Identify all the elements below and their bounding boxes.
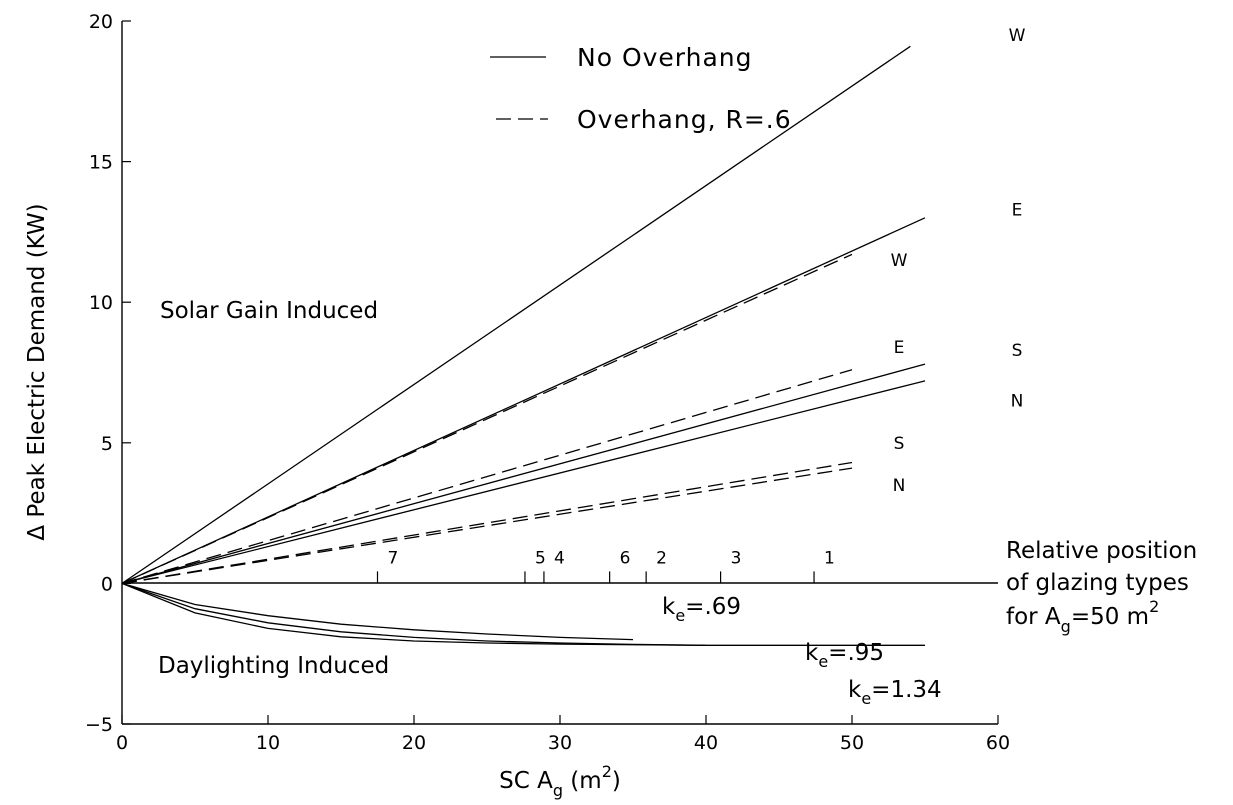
- x-axis-title-sup: 2: [602, 762, 612, 781]
- x-axis-title-main: SC A: [499, 768, 553, 794]
- x-axis-title-close: ): [612, 768, 621, 794]
- ke-label-095: ke=.95: [805, 640, 884, 671]
- x-tick-label: 10: [256, 732, 280, 754]
- series-line-5-dashed: [121, 253, 853, 584]
- ke-134-k: k: [848, 677, 862, 703]
- y-tick-label: −5: [85, 714, 113, 736]
- direction-label-dashed: N: [893, 476, 906, 496]
- x-tick-label: 60: [986, 732, 1010, 754]
- ke-134-value: =1.34: [871, 677, 941, 703]
- series-line-3-solid: [121, 363, 926, 585]
- x-axis-title: SC Ag (m2): [499, 762, 621, 800]
- y-tick-label: 15: [89, 152, 113, 174]
- x-tick-label: 0: [116, 732, 128, 754]
- series-line-8-dashed: [121, 467, 853, 585]
- direction-label-solid: N: [1011, 392, 1024, 412]
- ke-095-value: =.95: [828, 640, 884, 666]
- ke-069-sub: e: [675, 606, 685, 625]
- y-tick-label: 10: [89, 292, 113, 314]
- relative-sup: 2: [1149, 597, 1159, 616]
- legend-label-overhang: Overhang, R=.6: [577, 105, 792, 134]
- glazing-marker-label: 6: [620, 548, 631, 568]
- x-tick-label: 40: [694, 732, 718, 754]
- relative-prefix: for A: [1006, 604, 1061, 630]
- y-tick-label: 5: [101, 433, 113, 455]
- series-line-10-solid: [121, 582, 707, 646]
- x-tick-label: 50: [840, 732, 864, 754]
- series-line-2-solid: [121, 217, 926, 584]
- x-axis-title-sub: g: [553, 781, 563, 800]
- ke-069-k: k: [662, 594, 676, 620]
- glazing-marker-label: 3: [731, 548, 742, 568]
- axes: [121, 21, 998, 725]
- direction-label-solid: W: [1009, 26, 1026, 46]
- direction-label-solid: S: [1012, 341, 1023, 361]
- glazing-marker-label: 2: [656, 548, 667, 568]
- relative-mid: =50 m: [1071, 604, 1149, 630]
- glazing-marker-label: 7: [388, 548, 399, 568]
- ke-134-sub: e: [861, 689, 871, 708]
- direction-label-solid: E: [1012, 200, 1023, 220]
- daylighting-label: Daylighting Induced: [158, 653, 389, 679]
- glazing-marker-label: 4: [554, 548, 565, 568]
- y-ticks: −5 0 5 10 15 20: [85, 11, 131, 736]
- series-line-4-solid: [121, 380, 926, 585]
- series-layer: [121, 45, 926, 646]
- ke-095-sub: e: [818, 652, 828, 671]
- direction-label-dashed: W: [891, 251, 908, 271]
- ke-label-134: ke=1.34: [848, 677, 942, 708]
- direction-label-dashed: E: [894, 338, 905, 358]
- legend: No Overhang Overhang, R=.6: [490, 43, 792, 134]
- direction-label-dashed: S: [894, 434, 905, 454]
- glazing-marker-label: 1: [824, 548, 835, 568]
- series-line-7-dashed: [121, 461, 853, 585]
- y-axis-title: Δ Peak Electric Demand (KW): [24, 203, 50, 540]
- series-line-1-solid: [121, 45, 911, 584]
- ke-069-value: =.69: [685, 594, 741, 620]
- x-axis-title-open: (m: [563, 768, 602, 794]
- legend-label-no-overhang: No Overhang: [577, 43, 753, 72]
- direction-labels: W E S N W E S N: [891, 26, 1026, 496]
- x-ticks: 0 10 20 30 40 50 60: [116, 715, 1010, 754]
- relative-position-line2: of glazing types: [1006, 570, 1189, 596]
- relative-position-line3: for Ag=50 m2: [1006, 597, 1159, 636]
- solar-gain-label: Solar Gain Induced: [160, 298, 378, 324]
- ke-label-069: ke=.69: [662, 594, 741, 625]
- x-tick-label: 20: [402, 732, 426, 754]
- x-tick-label: 30: [548, 732, 572, 754]
- relative-position-line1: Relative position: [1006, 538, 1197, 564]
- series-line-9-solid: [121, 582, 634, 641]
- glazing-marker-label: 5: [535, 548, 546, 568]
- y-tick-label: 20: [89, 11, 113, 33]
- ke-095-k: k: [805, 640, 819, 666]
- y-tick-label: 0: [101, 573, 113, 595]
- relative-sub: g: [1061, 617, 1071, 636]
- series-line-6-dashed: [121, 369, 853, 585]
- series-line-11-solid: [121, 582, 925, 646]
